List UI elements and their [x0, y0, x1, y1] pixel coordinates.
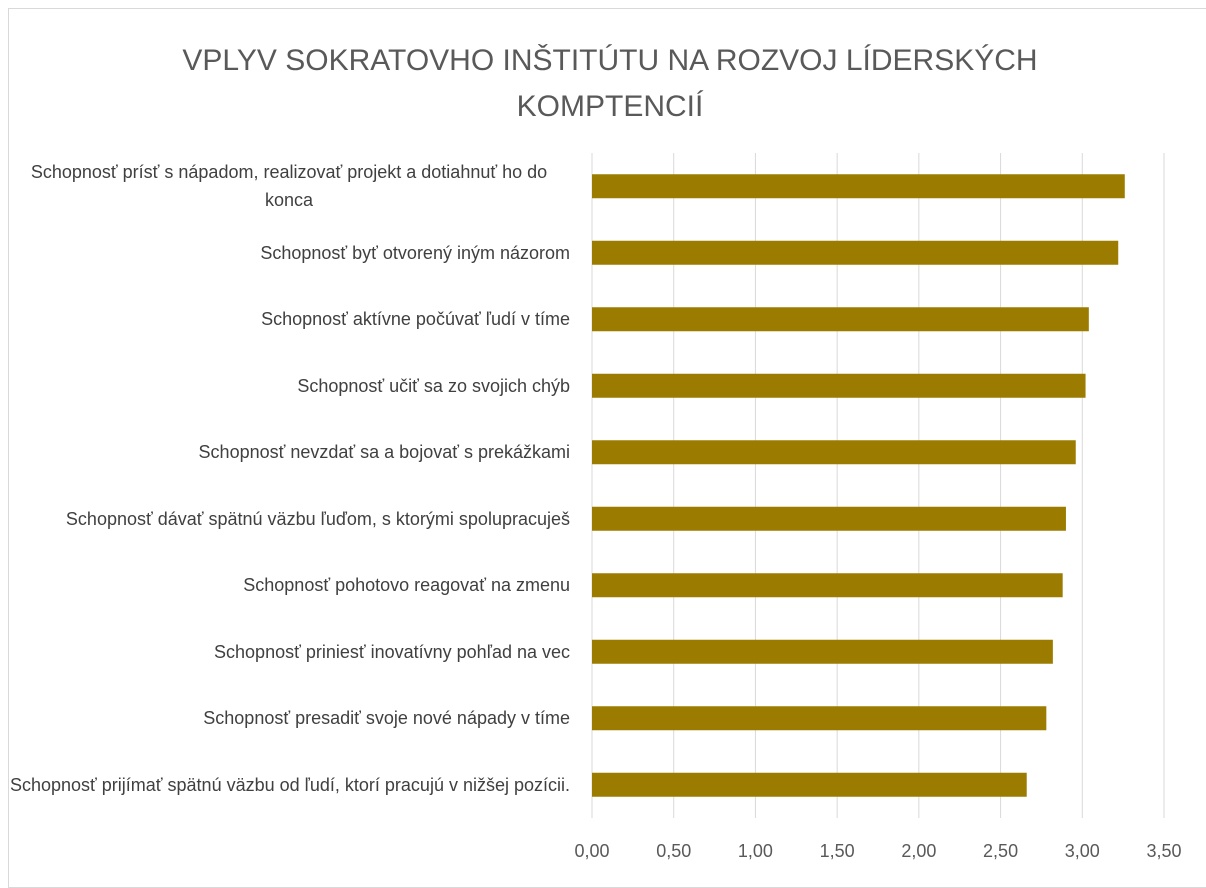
- chart-title: VPLYV SOKRATOVHO INŠTITÚTU NA ROZVOJ LÍD…: [182, 44, 1038, 123]
- x-tick-label: 2,50: [983, 841, 1018, 861]
- bar: [592, 373, 1086, 398]
- x-tick-label: 0,00: [574, 841, 609, 861]
- x-tick-label: 3,50: [1146, 841, 1181, 861]
- x-tick-label: 0,50: [656, 841, 691, 861]
- x-tick-label: 2,00: [901, 841, 936, 861]
- x-tick-label: 3,00: [1065, 841, 1100, 861]
- bar: [592, 573, 1063, 598]
- bar: [592, 706, 1047, 731]
- bar: [592, 240, 1119, 265]
- y-tick-label: Schopnosť pohotovo reagovať na zmenu: [243, 575, 570, 596]
- bar: [592, 506, 1066, 531]
- y-tick-label: Schopnosť presadiť svoje nové nápady v t…: [203, 708, 570, 729]
- y-tick-label: Schopnosť dávať spätnú väzbu ľuďom, s kt…: [65, 508, 570, 529]
- y-tick-label: Schopnosť priniesť inovatívny pohľad na …: [214, 641, 570, 662]
- bar: [592, 307, 1089, 332]
- bar: [592, 440, 1076, 465]
- y-tick-label: Schopnosť prijímať spätnú väzbu od ľudí,…: [9, 774, 570, 795]
- y-tick-label: Schopnosť nevzdať sa a bojovať s prekážk…: [198, 442, 570, 463]
- bar: [592, 639, 1053, 664]
- bar: [592, 174, 1125, 199]
- y-tick-label: Schopnosť aktívne počúvať ľudí v tíme: [261, 309, 570, 330]
- y-tick-label: Schopnosť prísť s nápadom, realizovať pr…: [30, 162, 548, 211]
- x-tick-label: 1,50: [820, 841, 855, 861]
- bar: [592, 772, 1027, 797]
- y-tick-label: Schopnosť byť otvorený iným názorom: [260, 242, 570, 263]
- y-tick-label: Schopnosť učiť sa zo svojich chýb: [297, 375, 570, 396]
- x-tick-label: 1,00: [738, 841, 773, 861]
